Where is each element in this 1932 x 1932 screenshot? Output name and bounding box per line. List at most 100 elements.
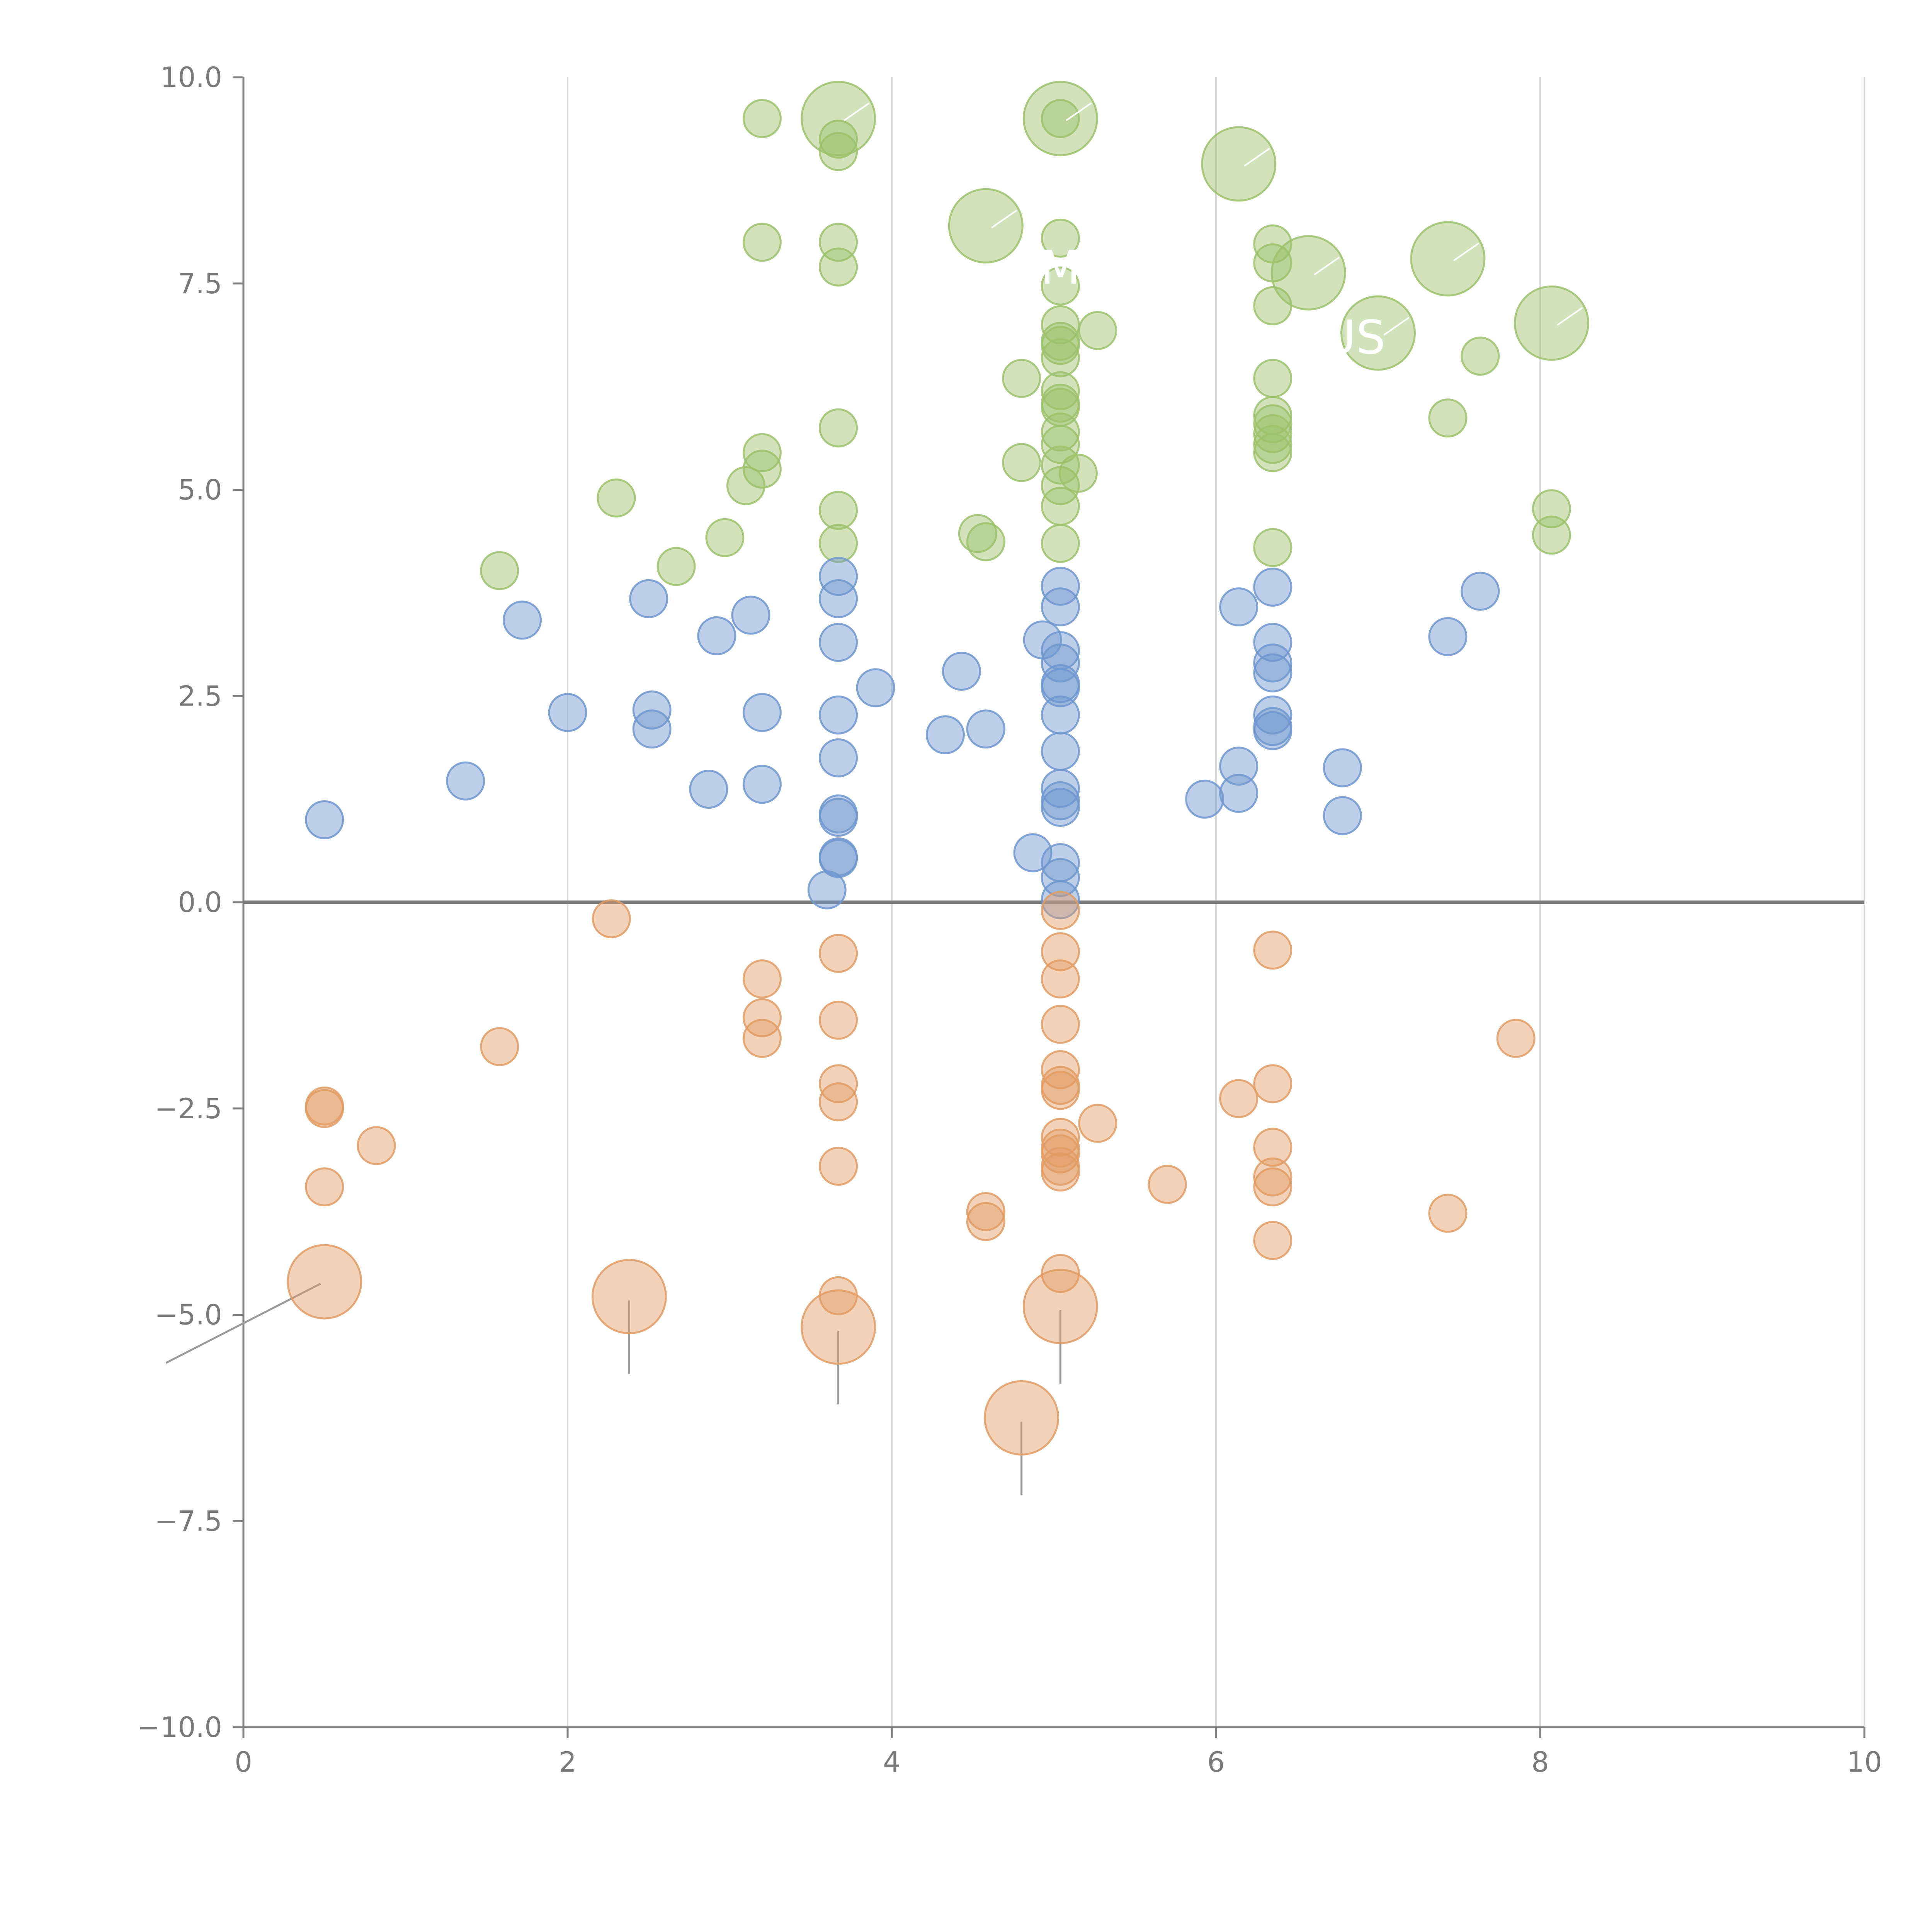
orange-point — [1041, 1005, 1080, 1044]
blue-point — [1253, 695, 1293, 735]
blue-point — [503, 600, 542, 640]
orange-point — [966, 1202, 1005, 1241]
green-point — [656, 547, 696, 586]
green-large-point — [1340, 295, 1416, 371]
green-point — [726, 466, 765, 505]
green-large-point — [1514, 285, 1589, 361]
orange-point — [1428, 1194, 1468, 1233]
callout-label: US — [1322, 311, 1386, 365]
orange-large-point — [801, 1289, 876, 1365]
blue-point — [819, 738, 858, 777]
green-point — [742, 99, 782, 138]
x-tick-label: 10 — [1847, 1746, 1882, 1778]
orange-point — [480, 1027, 519, 1066]
green-large-point — [1022, 81, 1098, 156]
orange-large-point — [287, 1244, 362, 1320]
orange-point — [819, 1000, 858, 1040]
x-tick-label: 8 — [1531, 1746, 1549, 1778]
y-tick-label: −10.0 — [137, 1711, 222, 1743]
blue-point — [1041, 880, 1080, 920]
blue-point — [819, 622, 858, 662]
orange-point — [966, 1192, 1005, 1231]
orange-point — [1253, 1221, 1293, 1260]
green-point — [1428, 398, 1468, 438]
orange-point — [1219, 1079, 1259, 1118]
green-point — [1253, 433, 1293, 472]
blue-point — [1041, 587, 1080, 627]
green-point — [819, 524, 858, 563]
green-large-point — [1410, 221, 1486, 297]
orange-point — [819, 1082, 858, 1122]
orange-point — [1148, 1165, 1187, 1204]
blue-point — [1041, 668, 1080, 707]
blue-point — [1461, 571, 1500, 611]
green-point — [1532, 515, 1571, 555]
orange-point — [1041, 1117, 1080, 1157]
orange-point — [1496, 1019, 1536, 1058]
blue-point — [1253, 711, 1293, 750]
blue-point — [925, 715, 965, 755]
blue-point — [1428, 617, 1468, 656]
y-tick-label: 7.5 — [178, 267, 222, 300]
blue-point — [1323, 748, 1362, 787]
orange-point — [1253, 1128, 1293, 1167]
blue-point — [1253, 622, 1293, 662]
x-tick-label: 2 — [559, 1746, 577, 1778]
orange-point — [357, 1126, 396, 1165]
green-point — [1041, 266, 1080, 306]
orange-large-point — [591, 1259, 667, 1335]
blue-point — [942, 651, 981, 691]
blue-point — [1323, 796, 1362, 835]
green-point — [1041, 425, 1080, 464]
blue-point — [819, 695, 858, 735]
green-point — [966, 522, 1005, 561]
x-tick-label: 0 — [235, 1746, 252, 1778]
blue-point — [629, 579, 668, 618]
blue-point — [742, 765, 782, 804]
blue-point — [1253, 567, 1293, 607]
green-point — [958, 514, 997, 553]
callout-leader-line — [165, 1282, 321, 1364]
blue-point — [819, 839, 858, 878]
blue-point — [742, 693, 782, 732]
callout-leader-line — [1244, 148, 1270, 167]
callout-leader-line — [844, 102, 870, 121]
green-point — [1461, 337, 1500, 376]
blue-point — [819, 579, 858, 618]
green-large-point — [948, 188, 1024, 264]
callouts: M US — [844, 102, 1583, 365]
blue-point — [1041, 566, 1080, 606]
blue-point — [632, 709, 672, 749]
callout-label: M — [1041, 241, 1081, 295]
orange-point — [1078, 1104, 1117, 1143]
green-large-point — [801, 81, 876, 156]
orange-point — [1253, 1064, 1293, 1104]
orange-point — [1041, 1254, 1080, 1293]
y-tick-label: 5.0 — [178, 474, 222, 506]
y-tick-label: 10.0 — [160, 61, 222, 94]
blue-point — [1041, 858, 1080, 897]
blue-point — [1219, 774, 1259, 813]
orange-point — [742, 959, 782, 999]
callout-leader-line — [1383, 317, 1410, 336]
axes: 10.0 7.5 5.0 2.5 0.0 −2.5 −5.0 −7.5 −10.0 0 2 4 6 8 10 — [137, 61, 1882, 1778]
blue-point — [966, 709, 1005, 749]
orange-point — [819, 1146, 858, 1186]
green-point — [1058, 454, 1098, 493]
orange-point — [1041, 1071, 1080, 1110]
blue-point — [819, 557, 858, 596]
orange-point — [819, 934, 858, 973]
green-point — [1253, 404, 1293, 444]
y-tick-label: −7.5 — [155, 1505, 222, 1537]
green-point — [1253, 528, 1293, 567]
green-point — [819, 408, 858, 447]
orange-point — [1041, 932, 1080, 971]
blue-point — [1041, 731, 1080, 771]
green-point — [819, 119, 858, 159]
green-point — [819, 491, 858, 530]
green-point — [1002, 443, 1041, 482]
green-point — [1041, 338, 1080, 378]
green-large-point — [1270, 235, 1346, 311]
blue-point — [689, 770, 728, 809]
